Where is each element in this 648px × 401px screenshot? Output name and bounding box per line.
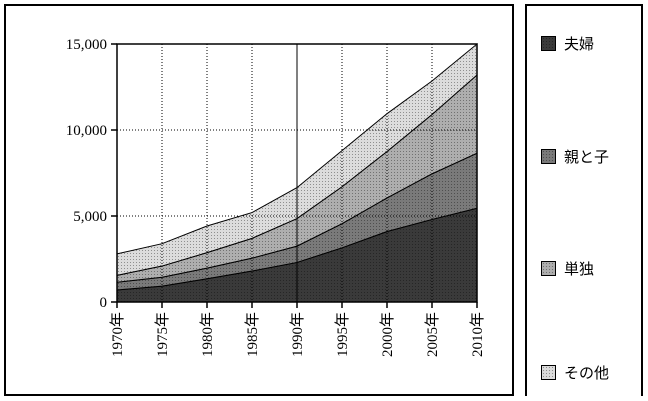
legend-item: その他 <box>541 362 609 382</box>
legend-label: 単独 <box>564 259 595 278</box>
x-tick-label: 1970年 <box>109 312 126 357</box>
x-tick-label: 2005年 <box>424 312 441 357</box>
legend-label: 夫婦 <box>564 34 595 53</box>
legend-item: 夫婦 <box>541 33 594 53</box>
legend-item: 親と子 <box>541 146 609 166</box>
legend-swatch <box>541 364 556 380</box>
legend <box>525 4 643 396</box>
y-tick-label: 10,000 <box>66 123 107 139</box>
legend-label: 親と子 <box>564 147 610 166</box>
y-tick-label: 15,000 <box>66 37 107 53</box>
x-tick-label: 1975年 <box>154 312 171 357</box>
x-tick-label: 2000年 <box>379 312 396 357</box>
y-tick-label: 0 <box>100 295 108 311</box>
legend-label: その他 <box>564 363 610 382</box>
legend-swatch <box>541 148 556 164</box>
x-tick-label: 2010年 <box>469 312 486 357</box>
x-tick-label: 1985年 <box>244 312 261 357</box>
area-texture-4 <box>117 44 477 276</box>
x-tick-label: 1980年 <box>199 312 216 357</box>
legend-swatch <box>541 260 556 276</box>
x-tick-label: 1990年 <box>289 312 306 357</box>
legend-swatch <box>541 35 556 51</box>
x-tick-label: 1995年 <box>334 312 351 357</box>
y-tick-label: 5,000 <box>73 209 107 225</box>
area-texture-2 <box>117 153 477 290</box>
plot-frame <box>4 4 514 396</box>
legend-item: 単独 <box>541 258 594 278</box>
